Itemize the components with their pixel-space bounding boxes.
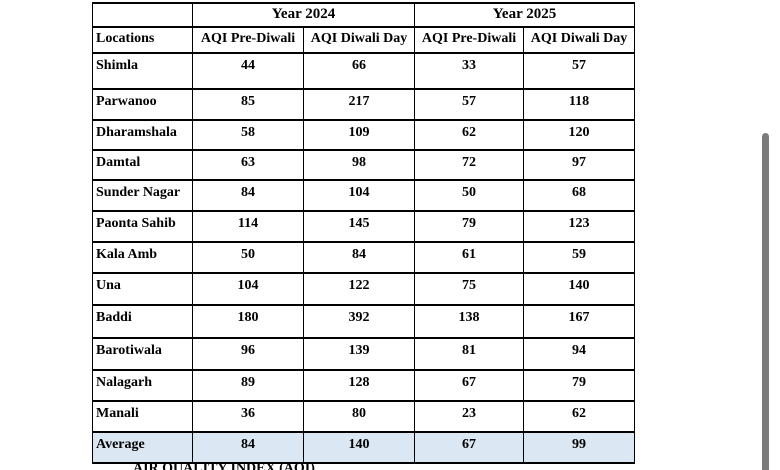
table-row: Paonta Sahib 114 145 79 123 [92, 210, 635, 243]
location-cell: Shimla [92, 52, 193, 90]
table-caption: AIR QUALITY INDEX (AQI) [133, 461, 315, 470]
value-cell: 118 [523, 88, 635, 121]
value-cell: 122 [303, 272, 415, 306]
location-cell: Dharamshala [92, 119, 193, 151]
location-cell: Average [92, 431, 193, 464]
value-cell: 79 [414, 210, 524, 243]
value-cell: 68 [523, 179, 635, 212]
value-cell: 104 [192, 272, 304, 306]
location-cell: Parwanoo [92, 88, 193, 121]
table-row-average: Average 84 140 67 99 [92, 431, 635, 464]
value-cell: 50 [414, 179, 524, 212]
value-cell: 62 [414, 119, 524, 151]
value-cell: 138 [414, 304, 524, 339]
value-cell: 96 [192, 337, 304, 371]
aqi-pre-diwali-2025-header: AQI Pre-Diwali [414, 26, 524, 54]
value-cell: 109 [303, 119, 415, 151]
value-cell: 120 [523, 119, 635, 151]
value-cell: 140 [303, 431, 415, 464]
locations-header: Locations [92, 26, 193, 54]
value-cell: 180 [192, 304, 304, 339]
value-cell: 57 [523, 52, 635, 90]
location-cell: Baddi [92, 304, 193, 339]
value-cell: 98 [303, 149, 415, 181]
value-cell: 62 [523, 400, 635, 433]
table-row: Shimla 44 66 33 57 [92, 52, 635, 90]
value-cell: 67 [414, 431, 524, 464]
table-row: Barotiwala 96 139 81 94 [92, 337, 635, 371]
aqi-pre-diwali-2024-header: AQI Pre-Diwali [192, 26, 304, 54]
value-cell: 36 [192, 400, 304, 433]
value-cell: 75 [414, 272, 524, 306]
year-2025-header: Year 2025 [414, 2, 635, 28]
aqi-diwali-day-2024-header: AQI Diwali Day [303, 26, 415, 54]
location-cell: Manali [92, 400, 193, 433]
value-cell: 128 [303, 369, 415, 402]
value-cell: 99 [523, 431, 635, 464]
aqi-diwali-day-2025-header: AQI Diwali Day [523, 26, 635, 54]
value-cell: 79 [523, 369, 635, 402]
value-cell: 57 [414, 88, 524, 121]
table-row: Baddi 180 392 138 167 [92, 304, 635, 339]
table-row: Una 104 122 75 140 [92, 272, 635, 306]
location-cell: Sunder Nagar [92, 179, 193, 212]
value-cell: 97 [523, 149, 635, 181]
value-cell: 392 [303, 304, 415, 339]
value-cell: 94 [523, 337, 635, 371]
value-cell: 217 [303, 88, 415, 121]
location-cell: Paonta Sahib [92, 210, 193, 243]
location-cell: Damtal [92, 149, 193, 181]
value-cell: 123 [523, 210, 635, 243]
location-cell: Nalagarh [92, 369, 193, 402]
value-cell: 61 [414, 241, 524, 274]
value-cell: 63 [192, 149, 304, 181]
value-cell: 84 [303, 241, 415, 274]
value-cell: 114 [192, 210, 304, 243]
value-cell: 167 [523, 304, 635, 339]
value-cell: 58 [192, 119, 304, 151]
location-cell: Barotiwala [92, 337, 193, 371]
table-row: Kala Amb 50 84 61 59 [92, 241, 635, 274]
table-row: Sunder Nagar 84 104 50 68 [92, 179, 635, 212]
value-cell: 145 [303, 210, 415, 243]
table-row: Parwanoo 85 217 57 118 [92, 88, 635, 121]
value-cell: 85 [192, 88, 304, 121]
value-cell: 80 [303, 400, 415, 433]
value-cell: 33 [414, 52, 524, 90]
vertical-scrollbar-thumb[interactable] [762, 133, 769, 470]
value-cell: 59 [523, 241, 635, 274]
corner-cell [92, 2, 193, 28]
value-cell: 139 [303, 337, 415, 371]
year-2024-header: Year 2024 [192, 2, 415, 28]
value-cell: 84 [192, 431, 304, 464]
value-cell: 104 [303, 179, 415, 212]
value-cell: 50 [192, 241, 304, 274]
table-row: Manali 36 80 23 62 [92, 400, 635, 433]
table-row-column-headers: Locations AQI Pre-Diwali AQI Diwali Day … [92, 26, 635, 54]
value-cell: 89 [192, 369, 304, 402]
location-cell: Una [92, 272, 193, 306]
table-row: Dharamshala 58 109 62 120 [92, 119, 635, 151]
value-cell: 66 [303, 52, 415, 90]
aqi-table: Year 2024 Year 2025 Locations AQI Pre-Di… [92, 2, 635, 464]
table-row-year-headers: Year 2024 Year 2025 [92, 2, 635, 28]
value-cell: 140 [523, 272, 635, 306]
location-cell: Kala Amb [92, 241, 193, 274]
value-cell: 44 [192, 52, 304, 90]
value-cell: 84 [192, 179, 304, 212]
value-cell: 81 [414, 337, 524, 371]
value-cell: 72 [414, 149, 524, 181]
table-row: Damtal 63 98 72 97 [92, 149, 635, 181]
value-cell: 23 [414, 400, 524, 433]
table-row: Nalagarh 89 128 67 79 [92, 369, 635, 402]
value-cell: 67 [414, 369, 524, 402]
